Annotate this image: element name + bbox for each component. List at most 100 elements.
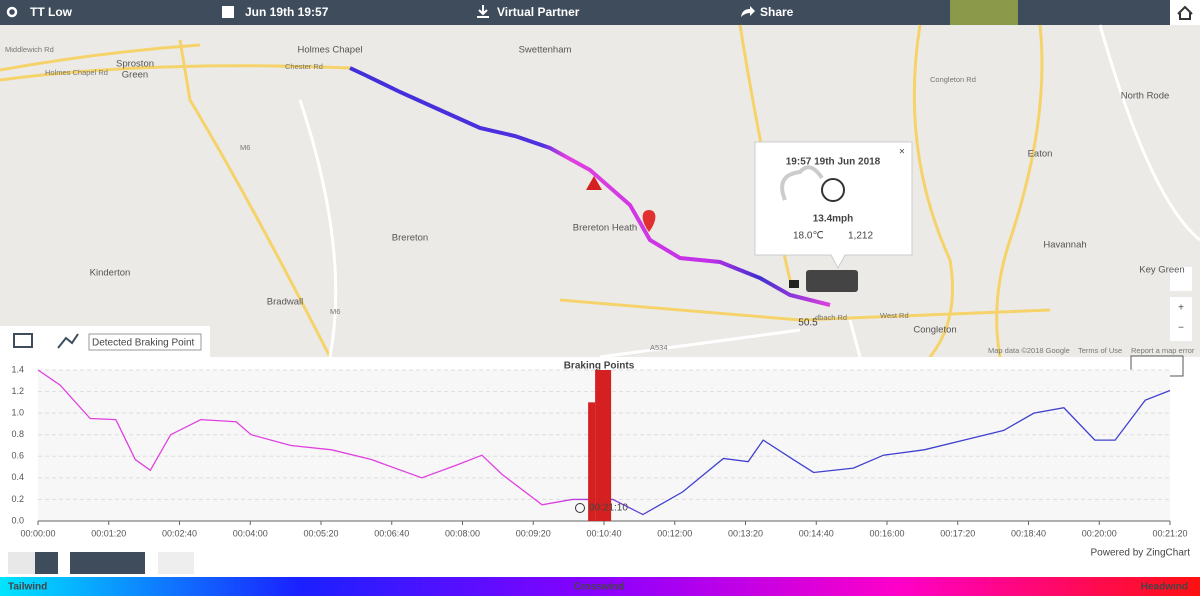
logo-badge [806, 270, 858, 292]
x-tick-label: 00:08:00 [445, 528, 480, 538]
popup-wind: 13.4mph [813, 214, 854, 225]
roads [0, 24, 1051, 358]
road-label: dbach Rd [815, 313, 847, 322]
road-label: Congleton Rd [930, 75, 976, 84]
road-label: A534 [650, 343, 668, 352]
road-label: Chester Rd [285, 62, 323, 71]
place-label: Congleton [913, 325, 956, 336]
place-label: Sproston [116, 59, 154, 70]
place-label: Kinderton [90, 268, 131, 279]
x-tick-label: 00:06:40 [374, 528, 409, 538]
x-tick-label: 00:14:40 [799, 528, 834, 538]
chart-title: Braking Points [564, 361, 635, 372]
toolbar-item[interactable]: Virtual Partner [497, 5, 580, 19]
warning-icon[interactable] [586, 176, 602, 190]
x-tick-label: 00:13:20 [728, 528, 763, 538]
street-view[interactable] [1170, 267, 1192, 291]
y-tick-label: 1.4 [11, 364, 24, 374]
place-label: Eaton [1028, 149, 1053, 160]
map-credit[interactable]: Report a map error [1131, 346, 1195, 355]
toolbar-item[interactable]: Share [760, 5, 794, 19]
x-tick-label: 00:17:20 [940, 528, 975, 538]
toolbar-item[interactable]: TT Low [30, 5, 73, 19]
route [349, 66, 831, 307]
toolbar-item[interactable]: Jun 19th 19:57 [245, 5, 329, 19]
list-button[interactable] [13, 333, 33, 348]
place-label: Green [122, 70, 148, 81]
braking-bar [588, 402, 596, 521]
x-tick-label: 00:12:00 [657, 528, 692, 538]
popup-elevation: 1,212 [848, 231, 873, 242]
share-icon [741, 6, 755, 17]
place-label: Key Green [1139, 265, 1184, 276]
marker-buttons[interactable] [70, 552, 145, 574]
toolbar [0, 0, 1200, 25]
popup-temp: 18.0℃ [793, 231, 824, 242]
x-tick-label: 00:05:20 [303, 528, 338, 538]
calendar-icon [222, 6, 234, 18]
y-tick-label: 0.6 [11, 451, 24, 461]
chart-credit: Powered by ZingChart [1091, 548, 1191, 559]
speed: 50.5 [798, 318, 818, 329]
braking-bar [595, 370, 612, 521]
wind-label: Headwind [1141, 582, 1188, 593]
zoom-in-chart[interactable] [35, 552, 58, 574]
close-popup[interactable]: × [899, 147, 905, 158]
y-tick-label: 0.2 [11, 494, 24, 504]
x-tick-label: 00:20:00 [1082, 528, 1117, 538]
wind-legend [0, 577, 1200, 596]
avatar[interactable] [950, 0, 1018, 25]
annotation: 00:21:10 [589, 503, 628, 514]
place-label: Brereton Heath [573, 223, 637, 234]
selector-text[interactable]: Detected Braking Point [92, 338, 195, 349]
place-label: Bradwall [267, 297, 303, 308]
x-tick-label: 00:04:00 [233, 528, 268, 538]
x-tick-label: 00:02:40 [162, 528, 197, 538]
gear-icon [6, 6, 18, 18]
x-tick-label: 00:21:20 [1152, 528, 1187, 538]
position-pin[interactable] [642, 210, 656, 232]
chart-button[interactable] [57, 333, 79, 349]
map-credit: Map data ©2018 Google [988, 346, 1070, 355]
y-tick-label: 0.0 [11, 515, 24, 525]
edit-button[interactable] [158, 552, 194, 574]
y-tick-label: 0.8 [11, 429, 24, 439]
road-label: West Rd [880, 311, 909, 320]
minor-roads [298, 24, 1200, 359]
place-label: Brereton [392, 233, 428, 244]
zoom-in[interactable]: + [1178, 303, 1184, 314]
popup-time: 19:57 19th Jun 2018 [786, 157, 881, 168]
road-label: M6 [330, 307, 340, 316]
y-tick-label: 1.0 [11, 408, 24, 418]
x-tick-label: 00:01:20 [91, 528, 126, 538]
place-label: Havannah [1043, 240, 1086, 251]
y-tick-label: 1.2 [11, 386, 24, 396]
road-label: Holmes Chapel Rd [45, 68, 108, 77]
selector[interactable] [88, 333, 202, 351]
x-tick-label: 00:18:40 [1011, 528, 1046, 538]
wind-label: Crosswind [573, 582, 624, 593]
road-label: M6 [240, 143, 250, 152]
finish-flag [789, 280, 799, 288]
home-button[interactable] [1170, 0, 1200, 25]
home-icon [1177, 5, 1193, 20]
download-icon [477, 5, 489, 18]
place-label: North Rode [1121, 91, 1170, 102]
x-tick-label: 00:16:00 [869, 528, 904, 538]
wind-label: Tailwind [8, 582, 47, 593]
wind-direction [821, 178, 845, 202]
y-tick-label: 0.4 [11, 472, 24, 482]
map-credit[interactable]: Terms of Use [1078, 346, 1122, 355]
x-tick-label: 00:10:40 [586, 528, 621, 538]
road-label: Middlewich Rd [5, 45, 54, 54]
x-tick-label: 00:00:00 [20, 528, 55, 538]
x-tick-label: 00:09:20 [516, 528, 551, 538]
map[interactable] [0, 25, 1200, 357]
place-label: Swettenham [519, 45, 572, 56]
zoom-controls[interactable] [1170, 297, 1192, 341]
place-label: Holmes Chapel [298, 45, 363, 56]
clock-icon [575, 503, 585, 513]
cloud-icon [780, 165, 824, 201]
zoom-out[interactable]: − [1178, 323, 1184, 334]
